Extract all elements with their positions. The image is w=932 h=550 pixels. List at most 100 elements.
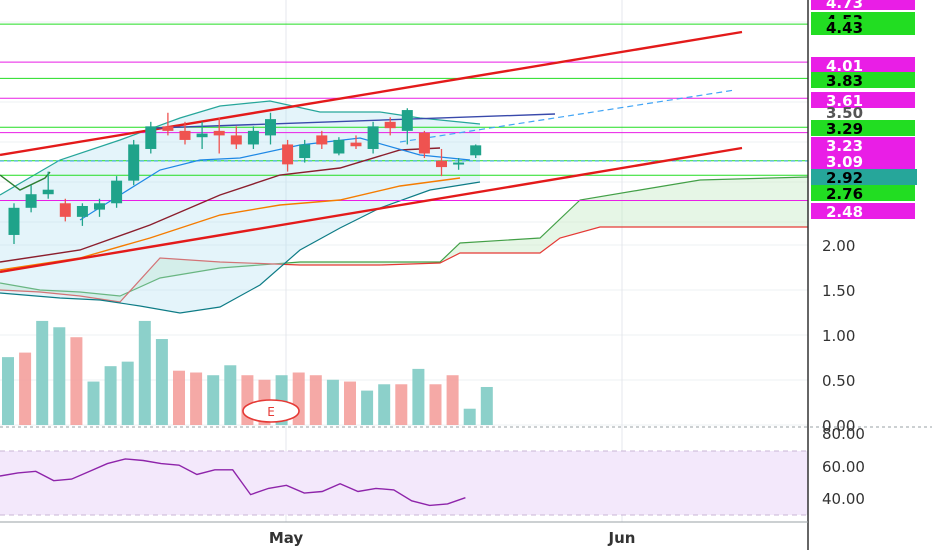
axis-tick-label: 0.50 [822,372,855,390]
bollinger-fill [0,101,480,313]
volume-bar [19,352,32,425]
candle-body [94,203,105,210]
volume-bar [138,320,151,425]
trendline-projection [399,89,736,143]
candle-body [453,162,465,165]
candle-body [470,145,482,156]
volume-bars [2,320,493,425]
volume-bar [309,375,322,425]
earnings-badge [242,399,300,423]
candle-body [42,189,54,195]
price-label: 4.43 [826,19,863,37]
candle-body [401,110,413,131]
volume-bar [2,357,14,425]
price-label-box [811,92,915,108]
candle-body [8,207,20,235]
volume-bar [224,365,237,425]
moving-averages [0,137,471,271]
volume-bar [104,366,117,425]
price-label-box [811,185,915,201]
price-label-box [811,137,915,153]
volume-bar [429,384,442,425]
volume-bar [446,375,459,425]
volume-bar [190,372,203,425]
price-label: 2.48 [826,203,863,221]
price-label: 3.83 [826,72,863,90]
trendline-mid [154,113,556,129]
candle-body [162,126,174,131]
candle-body [333,139,345,154]
earnings-marker[interactable]: E [242,399,300,423]
price-label: 2.76 [826,185,863,203]
candle-body [76,205,88,217]
candle-body [196,133,208,138]
price-label: 3.23 [826,137,863,155]
ma-line-dark [0,147,441,263]
volume-bar [36,320,49,425]
candle-body [367,126,379,149]
volume-bar [121,361,134,425]
candle-body [265,119,276,136]
axis-tick-label: 0.00 [822,417,855,435]
volume-bar [344,381,356,425]
candle-body [145,126,157,149]
volume-bar [361,390,374,425]
price-label: 2.92 [826,169,863,187]
volume-bar [53,327,66,425]
candle-body [111,180,123,204]
price-label-box [811,57,915,73]
price-label-box [811,169,917,185]
volume-bar [326,379,339,425]
price-label-box [811,0,915,10]
time-axis: May Jun [0,521,808,547]
ma-line-blue [79,137,471,221]
price-label: 3.09 [826,153,863,171]
price-label: 4.01 [826,57,863,75]
volume-bar [378,384,391,425]
time-tick-label: Jun [608,529,636,547]
price-label-box [811,72,915,88]
price-label-box [811,120,915,136]
price-label: 3.29 [826,120,863,138]
candle-body [59,203,71,217]
price-label: 3.61 [826,92,863,110]
candle-body [179,130,191,140]
candle-body [128,144,140,181]
volume-bar [480,386,493,425]
candle-body [282,144,294,165]
volume-bar [173,370,185,425]
rsi-tick-label: 60.00 [822,458,865,476]
price-label-box [811,153,915,169]
trendline-lower [0,146,743,274]
ichimoku-span-a [0,176,809,297]
candle-body [316,135,328,145]
volume-bar [155,339,168,425]
candle-body [384,121,396,129]
volume-bar [207,375,220,425]
axis-tick-label: 2.00 [822,237,855,255]
trendline-upper [0,30,743,157]
rsi-tick-label: 40.00 [822,490,865,508]
bollinger-upper [0,100,481,196]
time-tick-label: May [269,529,304,547]
ichimoku-span-b [0,226,808,303]
axis-tick-label: 1.00 [822,327,855,345]
trend-lines [0,30,743,274]
candle-body [436,160,447,168]
rsi-band-fill [0,451,808,515]
candle-body [213,130,225,136]
volume-bar [70,337,83,425]
rsi-panel [0,426,932,516]
rsi-tick-label: 80.00 [822,425,865,443]
bollinger-bands [0,100,481,314]
ichimoku-cloud [0,176,809,303]
candle-body [418,132,430,154]
price-label: 4.73 [826,0,863,12]
rsi-line [0,458,466,507]
ma-line-green [0,171,51,191]
price-label-box [811,203,915,219]
candle-body [230,135,242,145]
earnings-label: E [267,405,275,419]
axis-tick-label: 1.50 [822,282,855,300]
